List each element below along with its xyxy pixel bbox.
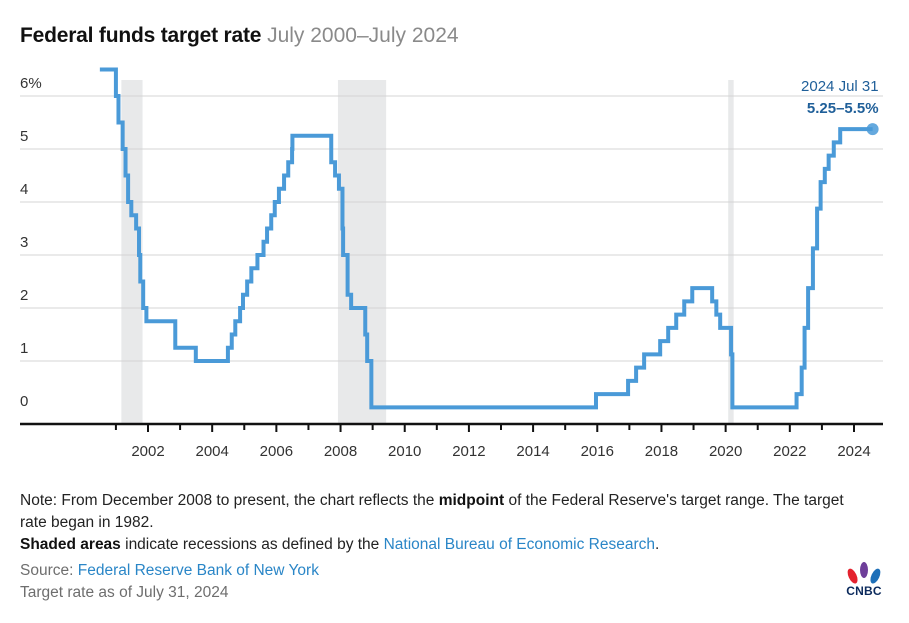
y-tick-label: 5	[20, 128, 28, 145]
gridlines	[20, 95, 883, 362]
note-text-suffix: of the Federal Reserve's target range. T…	[20, 492, 844, 531]
x-tick-label: 2006	[260, 443, 293, 460]
chart-title: Federal funds target rate	[20, 24, 262, 47]
x-tick-label: 2022	[773, 443, 806, 460]
series-layer	[99, 67, 879, 410]
y-tick-label: 0	[20, 393, 28, 410]
x-axis-labels: 2002 2004 2006 2008 2010 2012 2014 2016 2018 2020…	[131, 443, 870, 460]
x-tick-label: 2002	[131, 443, 164, 460]
x-tick-label: 2010	[388, 443, 421, 460]
note-bold-midpoint: midpoint	[438, 492, 505, 509]
y-tick-label: 1	[20, 340, 28, 357]
recession-band	[728, 80, 734, 424]
series-line	[99, 67, 873, 410]
annotation-value: 5.25–5.5%	[807, 100, 879, 117]
cnbc-wordmark: CNBC	[846, 584, 882, 598]
recession-bands	[121, 80, 734, 424]
x-tick-label: 2004	[195, 443, 228, 460]
annotation: 2024 Jul 31 5.25–5.5%	[801, 78, 879, 117]
source-link[interactable]: Federal Reserve Bank of New York	[77, 562, 319, 579]
y-tick-label: 6%	[20, 75, 42, 92]
line-chart: 0 1 2 3 4 5 6% 2002 2004 2006 2008 2010 2012 2014 201…	[20, 67, 883, 460]
note-midpoint: Note: From December 2008 to present, the…	[20, 490, 850, 534]
source-label: Source:	[20, 562, 78, 579]
y-axis-labels: 0 1 2 3 4 5 6%	[20, 75, 42, 410]
note-bold-shaded: Shaded areas	[20, 536, 121, 553]
source-line: Source: Federal Reserve Bank of New York	[20, 560, 850, 582]
x-tick-label: 2016	[581, 443, 614, 460]
endpoint-marker	[866, 123, 879, 136]
nber-link[interactable]: National Bureau of Economic Research	[383, 536, 656, 553]
x-tick-label: 2020	[709, 443, 742, 460]
chart-notes: Note: From December 2008 to present, the…	[20, 490, 850, 604]
y-tick-label: 2	[20, 287, 28, 304]
x-tick-label: 2012	[452, 443, 485, 460]
y-tick-label: 3	[20, 234, 28, 251]
note-shaded-end: .	[655, 536, 660, 553]
x-tick-label: 2024	[837, 443, 870, 460]
annotation-date: 2024 Jul 31	[801, 78, 879, 95]
peacock-icon	[845, 562, 883, 597]
note-shaded: Shaded areas indicate recessions as defi…	[20, 534, 850, 556]
note-text: Note: From December 2008 to present, the…	[20, 492, 439, 509]
recession-band	[337, 80, 387, 424]
cnbc-logo: CNBC	[838, 560, 890, 602]
x-tick-label: 2018	[645, 443, 678, 460]
note-shaded-text: indicate recessions as defined by the	[120, 536, 384, 553]
as-of-line: Target rate as of July 31, 2024	[20, 584, 229, 601]
x-tick-label: 2014	[516, 443, 549, 460]
x-tick-label: 2008	[324, 443, 357, 460]
y-tick-label: 4	[20, 181, 28, 198]
chart-subtitle: July 2000–July 2024	[267, 24, 459, 47]
chart-title-row: Federal funds target rate July 2000–July…	[20, 24, 459, 48]
x-axis	[20, 422, 883, 432]
